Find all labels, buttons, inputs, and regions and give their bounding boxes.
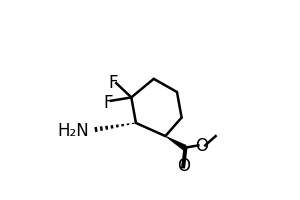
Polygon shape — [165, 136, 186, 150]
Text: O: O — [177, 156, 190, 174]
Text: H₂N: H₂N — [58, 121, 89, 139]
Text: F: F — [109, 74, 118, 91]
Text: F: F — [103, 94, 113, 111]
Text: O: O — [195, 137, 208, 155]
